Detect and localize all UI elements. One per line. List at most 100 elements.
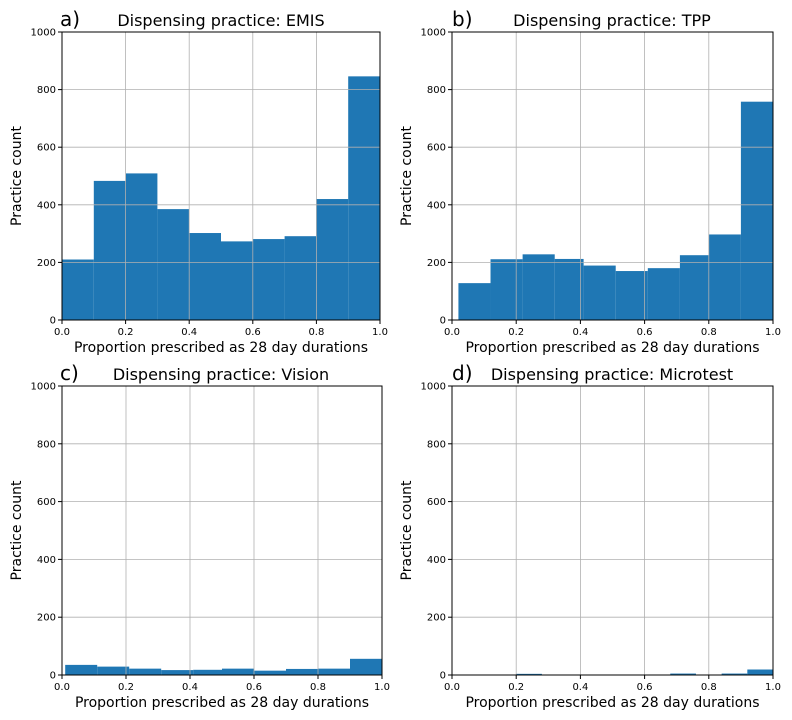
x-tick-label: 0.4 bbox=[572, 327, 588, 338]
x-tick-label: 0.0 bbox=[444, 327, 460, 338]
panel-title: Dispensing practice: Microtest bbox=[491, 365, 733, 384]
y-tick-label: 200 bbox=[427, 258, 446, 269]
histogram-bar bbox=[583, 265, 616, 320]
y-tick-label: 1000 bbox=[421, 28, 446, 39]
histogram-bar bbox=[679, 255, 709, 320]
y-tick-label: 0 bbox=[50, 316, 56, 327]
histogram-bar bbox=[222, 668, 254, 675]
y-tick-label: 400 bbox=[37, 200, 56, 211]
histogram-bar bbox=[708, 234, 741, 320]
x-axis-label: Proportion prescribed as 28 day duration… bbox=[465, 340, 759, 356]
panel-c: 0.0 0.2 0.4 0.6 0.8 1.0 0 200 400 600 800 1000 Propo… bbox=[9, 361, 390, 711]
y-tick-label: 800 bbox=[37, 439, 56, 450]
y-tick-label: 200 bbox=[427, 613, 446, 624]
y-tick-label: 600 bbox=[37, 497, 56, 508]
histogram-bar bbox=[522, 254, 555, 320]
y-tick-label: 400 bbox=[427, 555, 446, 566]
x-tick-label: 0.4 bbox=[182, 682, 198, 693]
histogram-bar bbox=[348, 76, 380, 321]
panel-title: Dispensing practice: Vision bbox=[113, 365, 329, 384]
x-tick-label: 0.6 bbox=[637, 327, 653, 338]
histogram-bar bbox=[350, 658, 382, 675]
histogram-bar bbox=[316, 199, 349, 320]
panel-b: 0.0 0.2 0.4 0.6 0.8 1.0 0 200 400 600 800 1000 Propo… bbox=[399, 7, 781, 356]
panel-letter: d) bbox=[452, 361, 473, 385]
y-tick-label: 0 bbox=[50, 671, 56, 682]
histogram-bar bbox=[193, 669, 222, 675]
x-axis-label: Proportion prescribed as 28 day duration… bbox=[75, 695, 369, 711]
histogram-bar bbox=[647, 268, 680, 320]
x-tick-label: 0.0 bbox=[54, 327, 70, 338]
y-tick-label: 800 bbox=[427, 439, 446, 450]
plot-frame bbox=[61, 385, 383, 676]
histogram-bar bbox=[615, 271, 648, 320]
y-axis-label: Practice count bbox=[399, 126, 415, 226]
panel-title: Dispensing practice: TPP bbox=[513, 11, 711, 30]
histogram-bar bbox=[221, 241, 253, 320]
y-axis-label: Practice count bbox=[9, 480, 25, 580]
y-tick-label: 400 bbox=[37, 555, 56, 566]
x-tick-label: 0.4 bbox=[572, 682, 588, 693]
y-tick-label: 200 bbox=[37, 613, 56, 624]
panel-a: 0.0 0.2 0.4 0.6 0.8 1.0 0 200 400 600 800 1000 Propo… bbox=[9, 7, 388, 356]
y-tick-label: 400 bbox=[427, 200, 446, 211]
panel-letter: b) bbox=[452, 7, 473, 31]
y-tick-label: 1000 bbox=[31, 28, 56, 39]
histogram-bar bbox=[747, 669, 773, 675]
x-tick-label: 0.8 bbox=[701, 682, 717, 693]
x-tick-label: 1.0 bbox=[372, 327, 388, 338]
x-tick-label: 0.2 bbox=[118, 327, 134, 338]
histogram-bar bbox=[65, 664, 98, 675]
histogram-bar bbox=[286, 668, 318, 675]
x-axis-label: Proportion prescribed as 28 day duration… bbox=[465, 695, 759, 711]
x-tick-label: 0.2 bbox=[508, 682, 524, 693]
x-axis-label: Proportion prescribed as 28 day duration… bbox=[74, 340, 368, 356]
y-axis-label: Practice count bbox=[9, 126, 25, 226]
histogram-bar bbox=[161, 670, 194, 675]
x-tick-label: 0.6 bbox=[637, 682, 653, 693]
x-tick-label: 0.6 bbox=[246, 682, 262, 693]
histogram-bar bbox=[740, 101, 773, 320]
histogram-bar bbox=[670, 673, 696, 675]
panel-letter: c) bbox=[60, 361, 79, 385]
x-tick-label: 1.0 bbox=[765, 682, 781, 693]
x-tick-label: 0.8 bbox=[701, 327, 717, 338]
panel-letter: a) bbox=[60, 7, 80, 31]
y-tick-label: 1000 bbox=[31, 382, 56, 393]
histogram-bar bbox=[97, 666, 130, 675]
x-tick-label: 0.2 bbox=[508, 327, 524, 338]
y-tick-label: 600 bbox=[427, 143, 446, 154]
plot-frame bbox=[451, 385, 774, 676]
x-tick-label: 0.0 bbox=[444, 682, 460, 693]
panel-title: Dispensing practice: EMIS bbox=[117, 11, 324, 30]
y-tick-label: 800 bbox=[427, 85, 446, 96]
histogram-bar bbox=[62, 259, 94, 320]
histogram-bar bbox=[157, 209, 190, 320]
y-tick-label: 0 bbox=[440, 316, 446, 327]
y-tick-label: 600 bbox=[427, 497, 446, 508]
histogram-bar bbox=[129, 668, 162, 675]
x-tick-label: 0.8 bbox=[308, 327, 324, 338]
histogram-bar bbox=[252, 239, 285, 320]
plot-frame bbox=[61, 31, 381, 321]
histogram-bar bbox=[721, 673, 748, 675]
y-tick-label: 1000 bbox=[421, 382, 446, 393]
x-tick-label: 0.8 bbox=[310, 682, 326, 693]
y-tick-label: 600 bbox=[37, 143, 56, 154]
histogram-bar bbox=[458, 283, 491, 320]
y-axis-label: Practice count bbox=[399, 480, 415, 580]
histogram-bar bbox=[284, 236, 317, 320]
x-tick-label: 0.4 bbox=[181, 327, 197, 338]
histogram-bar bbox=[554, 258, 584, 320]
x-tick-label: 0.0 bbox=[54, 682, 70, 693]
histogram-bar bbox=[490, 259, 523, 320]
histogram-bar bbox=[318, 668, 350, 675]
histogram-bar bbox=[516, 673, 542, 675]
x-tick-label: 1.0 bbox=[374, 682, 390, 693]
y-tick-label: 800 bbox=[37, 85, 56, 96]
histogram-bar bbox=[125, 173, 158, 320]
histogram-bar bbox=[189, 233, 221, 320]
histogram-bar bbox=[93, 180, 126, 320]
panel-d: 0.0 0.2 0.4 0.6 0.8 1.0 0 200 400 600 800 1000 Propo… bbox=[399, 361, 781, 711]
